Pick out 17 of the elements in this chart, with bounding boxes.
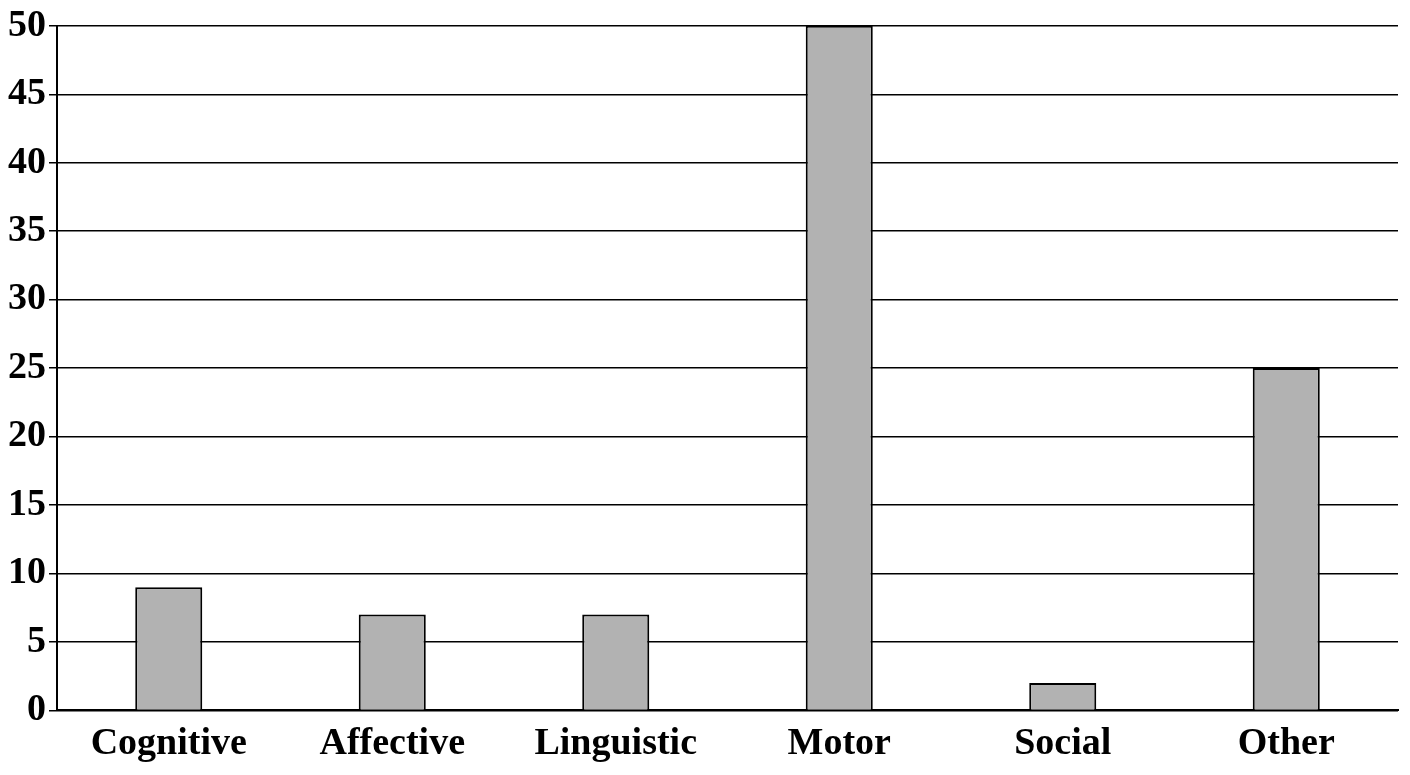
x-tick-label: Social [1014,720,1112,763]
x-tick-label: Linguistic [534,720,698,763]
y-tick-label: 45 [8,70,46,113]
x-tick-label: Other [1237,720,1335,763]
y-tick-label: 35 [8,206,46,249]
y-tick-label: 50 [8,1,46,44]
x-tick-label: Motor [787,720,892,763]
y-tick-label: 20 [8,412,46,455]
y-tick-label: 15 [8,480,46,523]
y-tick-label: 10 [8,549,46,592]
x-tick-label: Affective [319,720,466,763]
y-tick-label: 40 [8,138,46,181]
x-tick-label: Cognitive [90,720,247,763]
y-tick-label: 0 [27,686,46,729]
y-tick-label: 25 [8,343,46,386]
y-tick-label: 30 [8,275,46,318]
y-tick-label: 5 [27,617,46,660]
